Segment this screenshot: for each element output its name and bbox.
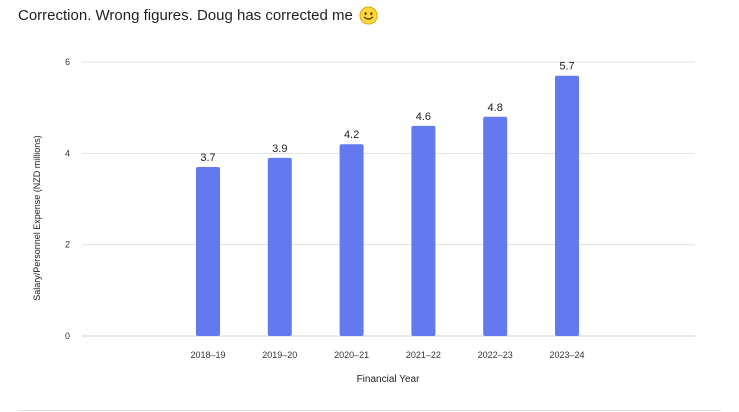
x-axis-ticks: 2018–19 2019–20 2020–21 2021–22 2022–23 2023–… [190,350,584,360]
bars [196,75,579,336]
divider [18,410,721,411]
y-axis-title: Salary/Personnel Expense (NZD millions) [32,135,42,301]
x-tick-label: 2018–19 [190,350,225,360]
x-tick-label: 2019–20 [262,350,297,360]
bar [339,144,364,336]
x-axis-title: Financial Year [357,374,420,385]
x-tick-label: 2022–23 [478,350,513,360]
data-label: 3.7 [200,152,215,164]
data-label: 3.9 [272,143,287,155]
y-tick-label: 0 [65,331,70,341]
y-axis-ticks: 0 2 4 6 [65,57,70,341]
x-tick-label: 2020–21 [334,350,369,360]
bar [411,125,436,336]
y-tick-label: 4 [65,148,70,158]
x-tick-label: 2021–22 [406,350,441,360]
bar [483,116,508,336]
data-label: 4.8 [488,102,503,114]
bar [267,157,292,336]
gridlines [82,61,695,337]
y-tick-label: 2 [65,240,70,250]
data-labels: 3.7 3.9 4.2 4.6 4.8 5.7 [200,61,574,164]
bar [196,167,220,336]
data-label: 5.7 [559,61,574,73]
post-text: Correction. Wrong figures. Doug has corr… [18,7,353,24]
y-tick-label: 6 [65,57,70,67]
data-label: 4.2 [344,129,359,141]
data-label: 4.6 [416,111,431,123]
bar [555,75,579,336]
post-text-row: Correction. Wrong figures. Doug has corr… [18,6,378,25]
x-tick-label: 2023–24 [549,350,584,360]
slightly-smiling-face-icon [359,6,378,25]
